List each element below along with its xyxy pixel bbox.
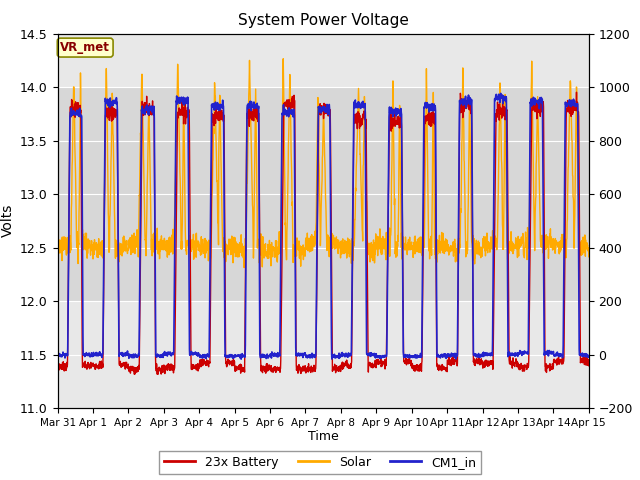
Title: System Power Voltage: System Power Voltage <box>238 13 408 28</box>
Solar <box>478 249 486 255</box>
CM1_in <box>350 101 358 107</box>
Text: VR_met: VR_met <box>60 41 110 54</box>
Solar <box>351 240 358 246</box>
CM1_in <box>202 354 209 360</box>
23x Battery <box>131 372 138 377</box>
Line: Solar: Solar <box>58 59 589 267</box>
CM1_in <box>497 90 504 96</box>
23x Battery <box>585 363 593 369</box>
Solar <box>280 56 287 61</box>
X-axis label: Time: Time <box>308 431 339 444</box>
Solar <box>54 245 61 251</box>
Solar <box>538 243 546 249</box>
23x Battery <box>477 360 485 366</box>
Line: CM1_in: CM1_in <box>58 93 589 359</box>
23x Battery <box>573 89 580 95</box>
23x Battery <box>553 362 561 368</box>
CM1_in <box>54 352 61 358</box>
CM1_in <box>538 96 546 102</box>
CM1_in <box>237 356 245 362</box>
23x Battery <box>202 362 210 368</box>
CM1_in <box>553 352 561 358</box>
Solar <box>553 241 561 247</box>
Solar <box>240 264 248 270</box>
CM1_in <box>585 353 593 359</box>
Solar <box>339 236 347 242</box>
CM1_in <box>339 352 346 358</box>
23x Battery <box>54 360 61 365</box>
Bar <box>58 87 589 301</box>
23x Battery <box>350 111 358 117</box>
Solar <box>585 254 593 260</box>
Y-axis label: Volts: Volts <box>1 204 15 238</box>
CM1_in <box>477 352 485 358</box>
23x Battery <box>538 101 546 107</box>
Solar <box>202 241 209 247</box>
Line: 23x Battery: 23x Battery <box>58 92 589 374</box>
23x Battery <box>339 366 346 372</box>
Legend: 23x Battery, Solar, CM1_in: 23x Battery, Solar, CM1_in <box>159 451 481 474</box>
